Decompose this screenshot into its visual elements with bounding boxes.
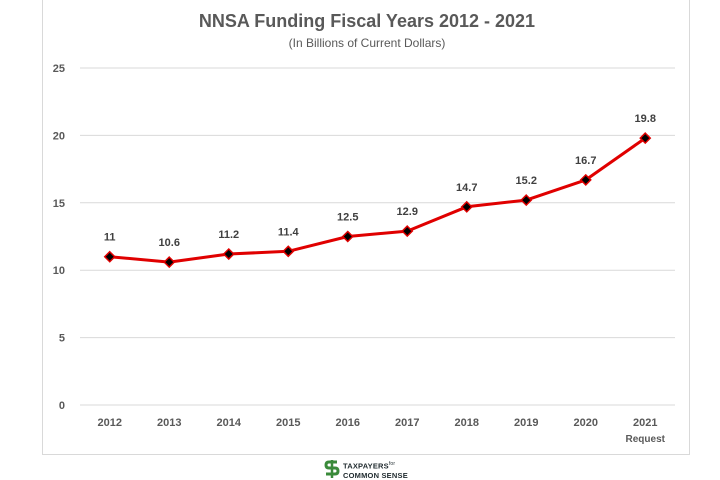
- x-tick-label: 2021: [633, 417, 657, 429]
- logo-line2: COMMON SENSE: [343, 470, 408, 480]
- x-tick-label: 2020: [574, 417, 598, 429]
- data-point-marker: [639, 132, 652, 145]
- data-point-marker: [579, 173, 592, 186]
- data-point-marker: [460, 200, 473, 213]
- data-point-marker: [163, 256, 176, 269]
- data-point-marker: [222, 247, 235, 261]
- series-markers: [103, 132, 652, 269]
- series-line: [109, 136, 647, 264]
- y-tick-label: 25: [53, 63, 65, 75]
- data-label: 12.9: [397, 206, 418, 218]
- x-tick-label: 2012: [98, 417, 122, 429]
- x-tick-label: 2013: [157, 417, 181, 429]
- x-tick-label: 2017: [395, 417, 419, 429]
- chart-title: NNSA Funding Fiscal Years 2012 - 2021: [199, 11, 535, 31]
- y-axis-ticks: 0 5 10 15 20 25: [53, 63, 65, 412]
- chart-subtitle: (In Billions of Current Dollars): [289, 36, 446, 50]
- data-point-marker: [401, 225, 414, 238]
- y-tick-label: 20: [53, 130, 65, 142]
- x-tick-label: 2019: [514, 417, 538, 429]
- data-point-marker: [103, 250, 116, 263]
- taxpayers-for-common-sense-logo: TAXPAYERSfor COMMON SENSE: [324, 459, 434, 480]
- data-label: 10.6: [159, 237, 180, 249]
- gridlines: [80, 67, 675, 406]
- data-label: 11.2: [218, 229, 239, 241]
- x-tick-label: 2015: [276, 417, 300, 429]
- chart-frame: NNSA Funding Fiscal Years 2012 - 2021 (I…: [42, 0, 690, 455]
- x-tick-sublabel: Request: [626, 434, 666, 445]
- x-tick-label: 2018: [455, 417, 479, 429]
- data-label: 16.7: [575, 155, 596, 167]
- data-label: 15.2: [516, 175, 537, 187]
- y-tick-label: 5: [59, 333, 65, 345]
- y-tick-label: 10: [53, 265, 65, 277]
- data-point-marker: [282, 245, 295, 258]
- data-label: 19.8: [635, 113, 656, 125]
- logo-line1-small: for: [388, 461, 396, 467]
- x-axis-ticks: 2012 2013 2014 2015 2016 2017 2018 2019 2020 2021…: [98, 417, 666, 445]
- data-point-marker: [341, 230, 354, 243]
- y-tick-label: 15: [53, 198, 65, 210]
- data-labels: 11 10.6 11.2 11.4 12.5 12.9 14.7 15.2 16.7 19.8: [104, 113, 656, 249]
- y-tick-label: 0: [59, 400, 65, 412]
- logo-text: TAXPAYERSfor COMMON SENSE: [343, 460, 408, 480]
- logo-line1: TAXPAYERS: [343, 461, 389, 471]
- line-chart: NNSA Funding Fiscal Years 2012 - 2021 (I…: [53, 11, 675, 445]
- x-tick-label: 2014: [217, 417, 242, 429]
- data-label: 12.5: [337, 212, 358, 224]
- data-label: 14.7: [456, 182, 477, 194]
- x-tick-label: 2016: [336, 417, 360, 429]
- logo-mark-icon: [324, 459, 340, 479]
- data-label: 11.4: [278, 226, 300, 238]
- data-label: 11: [104, 232, 116, 244]
- data-point-marker: [520, 194, 533, 207]
